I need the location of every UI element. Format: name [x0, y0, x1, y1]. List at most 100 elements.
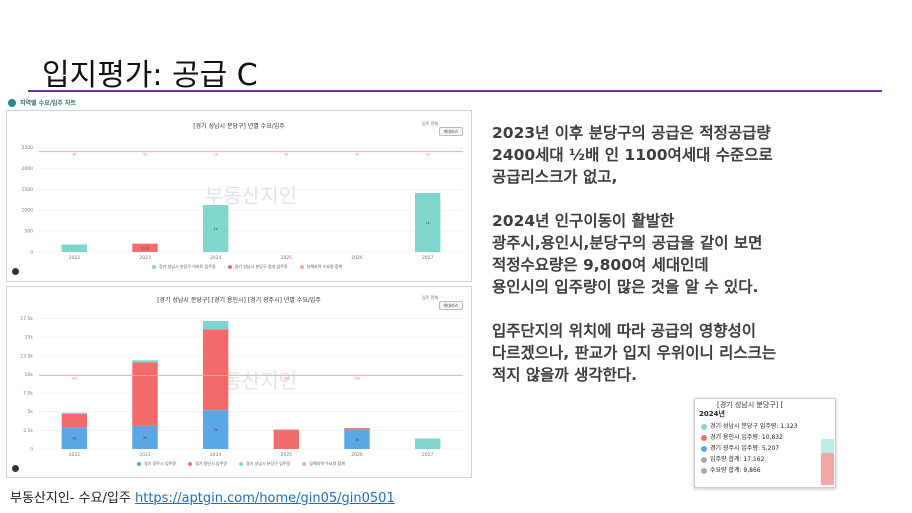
risk-button[interactable]: 위대리스: [439, 301, 463, 310]
body-line: 광주시,용인시,분당구의 공급을 같이 보면: [492, 234, 763, 252]
demand-label: 10k: [283, 376, 290, 380]
tooltip-row: 경기 광주시 입주량: 5,207: [701, 443, 779, 452]
body-line: 2400세대 ½배 인 1100여세대 수준으로: [492, 146, 773, 164]
body-line: 2024년 인구이동이 활발한: [492, 212, 675, 230]
bar: [132, 362, 158, 426]
bar: [414, 193, 441, 252]
x-tick-label: 2025: [281, 452, 293, 458]
y-tick-label: 17.5k: [20, 316, 33, 322]
risk-button[interactable]: 위대리스: [439, 127, 463, 136]
tooltip-year: 2024년: [699, 410, 725, 418]
bar: [344, 429, 370, 449]
y-tick-label: 1500: [22, 187, 34, 193]
legend-label: 성해지역 수요량 합계: [306, 264, 343, 269]
tooltip-row-label: 입주량 합계: 17,162: [710, 456, 765, 463]
legend-dot-icon: [152, 265, 156, 269]
demand-label: 1k: [355, 153, 360, 157]
bar: [61, 413, 88, 428]
y-tick-label: 15k: [25, 335, 34, 341]
tooltip-row: 경기 성남시 분당구 입주량: 1,123: [701, 421, 798, 430]
legend-dot-icon: [701, 445, 707, 452]
bar: [202, 205, 229, 252]
bar: [61, 412, 88, 414]
section-label: 지역별 수요/입주 차트: [20, 100, 77, 107]
data-label: 3k: [72, 437, 77, 441]
y-tick-label: 5k: [28, 409, 34, 415]
x-tick-label: 2022: [69, 452, 81, 458]
tooltip-bar-red: [821, 453, 834, 485]
legend-dot-icon: [701, 456, 707, 463]
bar: [132, 425, 158, 449]
options-label: 입주 전체: [422, 295, 438, 300]
tooltip-header: [경기 성남시 분당구] [: [717, 401, 784, 409]
data-label: 1k: [426, 221, 431, 225]
legend-item[interactable]: 경기 광주시 입주량: [137, 461, 176, 467]
demand-label: 10k: [71, 376, 78, 380]
y-tick-label: 2.5k: [23, 428, 33, 434]
legend-label: 경기 성남시 분당구 입주량: [245, 461, 291, 466]
data-label: 1k: [214, 227, 219, 231]
legend-item[interactable]: 성해지역 수요량 합계: [302, 461, 345, 467]
legend-item[interactable]: 경기 성남시 분당구 아파트 입주량: [152, 264, 216, 270]
source-link[interactable]: https://aptgin.com/home/gin05/gin0501: [134, 491, 395, 506]
legend-item[interactable]: 경기 성남시 분당구 임대 입주량: [227, 264, 288, 270]
y-tick-label: 500: [24, 229, 33, 235]
x-tick-label: 2025: [281, 255, 293, 261]
data-label: 3k: [143, 436, 148, 440]
legend-label: 경기 성남시 분당구 아파트 입주량: [159, 264, 216, 269]
y-tick-label: 0: [30, 250, 33, 256]
camera-icon[interactable]: [12, 465, 19, 472]
chart-legend: 경기 광주시 입주량 경기 용인시 입주량 경기 성남시 분당구 입주량 성해지역 수…: [137, 461, 345, 467]
demand-label: 10k: [212, 376, 219, 380]
legend-dot-icon: [227, 265, 232, 269]
chart-panel-combined: [경기 성남시 분당구] [경기 용인시] [경기 광주시] 년별 수요/입주 …: [6, 286, 472, 478]
legend-dot-icon: [238, 462, 243, 466]
demand-label: 1k: [143, 153, 148, 157]
legend-item[interactable]: 경기 성남시 분당구 입주량: [238, 461, 291, 467]
demand-label: 1k: [284, 153, 289, 157]
slide-title: 입지평가: 공급 C: [42, 58, 258, 93]
legend-dot-icon: [701, 467, 707, 474]
chart-panel-bundang: [경기 성남시 분당구] 년별 수요/입주 입주 전체 위대리스 0 500 100…: [6, 110, 472, 282]
tooltip-row-label: 수요량 합계: 9,866: [710, 467, 761, 474]
source-prefix: 부동산지인- 수요/입주: [10, 491, 135, 506]
chart-combined: 02.5k5k7.5k10k12.5k15k17.5k부동산지인3k20223k…: [20, 316, 463, 458]
demand-label: 1k: [214, 153, 219, 157]
tooltip-row: 수요량 합계: 9,866: [701, 465, 761, 474]
y-tick-label: 10k: [25, 372, 34, 378]
x-tick-label: 2027: [422, 255, 434, 261]
options-label: 입주 전체: [422, 121, 438, 126]
body-line: 적지 않을까 생각한다.: [492, 366, 638, 384]
camera-icon[interactable]: [12, 268, 19, 275]
watermark: 부동산지인: [205, 184, 297, 208]
x-tick-label: 2024: [210, 452, 222, 458]
legend-item[interactable]: 성해지역 수요량 합계: [299, 264, 343, 270]
body-line: 2023년 이후 분당구의 공급은 적정공급량: [492, 124, 771, 142]
body-line: [492, 188, 892, 210]
body-line: 공급리스크가 없고,: [492, 168, 618, 186]
legend-dot-icon: [299, 265, 304, 269]
tooltip-row-label: 경기 용인시 입주량: 10,832: [710, 434, 783, 441]
legend-label: 경기 성남시 분당구 임대 입주량: [234, 264, 288, 269]
body-text: 2023년 이후 분당구의 공급은 적정공급량 2400세대 ½배 인 1100여…: [492, 122, 892, 386]
body-line: 다르겠으나, 판교가 입지 우위이니 리스크는: [492, 344, 777, 362]
chart-title: [경기 성남시 분당구] 년별 수요/입주: [193, 123, 285, 130]
tooltip-row: 경기 용인시 입주량: 10,832: [701, 432, 783, 441]
y-tick-label: 2000: [22, 166, 34, 172]
section-header: 지역별 수요/입주 차트: [6, 98, 472, 108]
source-line: 부동산지인- 수요/입주 https://aptgin.com/home/gin…: [10, 487, 395, 506]
legend-dot-icon: [701, 423, 707, 430]
bar: [414, 438, 441, 449]
bar: [202, 410, 229, 449]
x-tick-label: 2024: [210, 255, 222, 261]
body-line: 입주단지의 위치에 따라 공급의 영향성이: [492, 322, 757, 340]
legend-item[interactable]: 경기 용인시 입주량: [187, 461, 227, 467]
body-line: [492, 298, 892, 320]
y-tick-label: 1000: [22, 208, 34, 214]
legend-label: 성해지역 수요량 합계: [309, 461, 345, 466]
x-tick-label: 2022: [69, 255, 81, 261]
legend-dot-icon: [187, 462, 192, 466]
x-tick-label: 2027: [422, 452, 434, 458]
chart-title: [경기 성남시 분당구] [경기 용인시] [경기 광주시] 년별 수요/입주: [157, 297, 321, 304]
legend-dot-icon: [137, 462, 141, 466]
